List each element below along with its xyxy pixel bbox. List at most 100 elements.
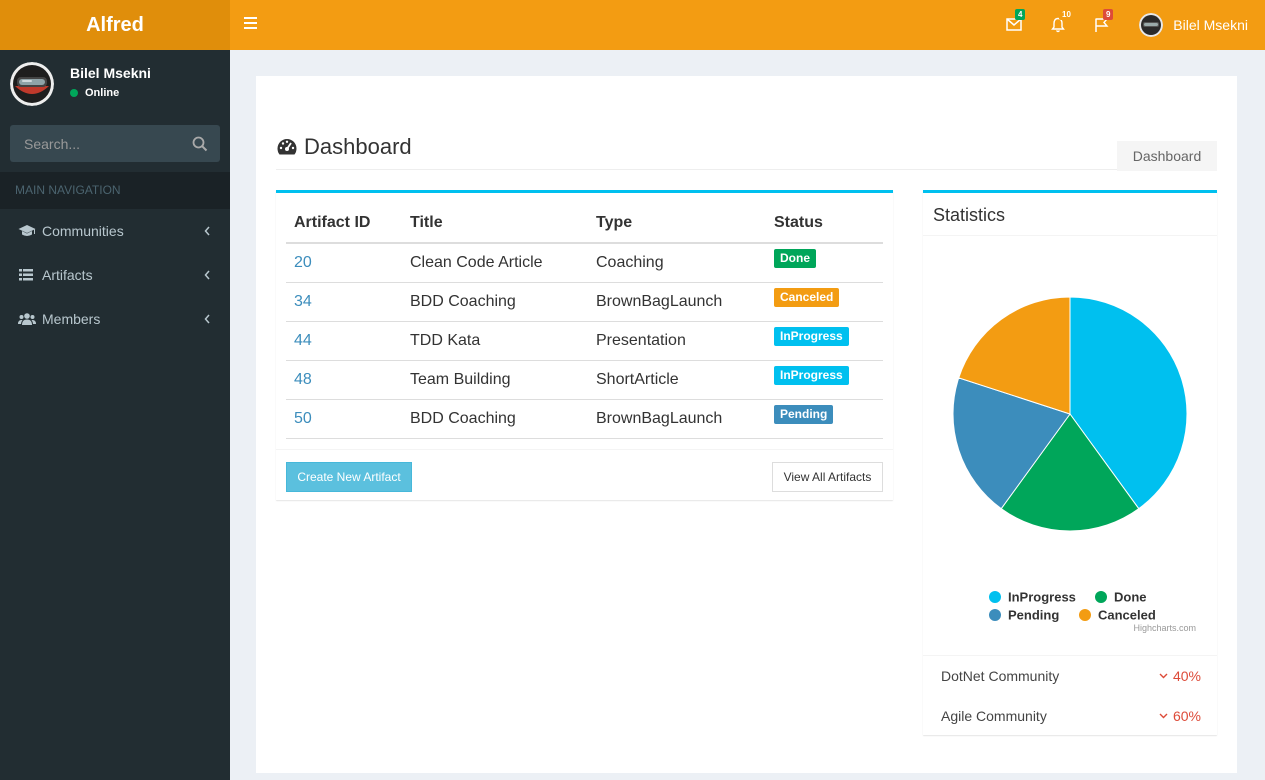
dashboard-icon <box>277 139 297 155</box>
legend-marker <box>1079 609 1091 621</box>
highcharts-credit[interactable]: Highcharts.com <box>1133 623 1196 633</box>
chevron-left-icon <box>204 270 210 280</box>
breadcrumb[interactable]: Dashboard <box>1117 141 1217 171</box>
envelope-icon <box>1006 18 1022 31</box>
artifact-status-cell: InProgress <box>766 360 883 400</box>
sidebar-item-artifacts[interactable]: Artifacts <box>0 253 230 297</box>
artifact-id-link[interactable]: 50 <box>286 399 402 439</box>
pie-slice-pending[interactable] <box>952 377 1071 510</box>
users-icon <box>18 313 36 325</box>
legend-label: InProgress <box>1008 590 1076 605</box>
artifacts-box-footer: Create New Artifact View All Artifacts <box>276 449 893 503</box>
artifact-title: BDD Coaching <box>402 282 588 322</box>
avatar <box>1139 13 1164 37</box>
artifact-type: BrownBagLaunch <box>588 282 766 322</box>
artifact-type: BrownBagLaunch <box>588 399 766 439</box>
status-badge: Done <box>774 249 816 269</box>
page-title-text: Dashboard <box>304 134 412 159</box>
user-panel: Bilel Msekni Online <box>0 50 230 120</box>
search-icon[interactable] <box>192 136 208 152</box>
statistics-title: Statistics <box>933 205 1006 225</box>
sidebar-item-label: Members <box>42 311 101 327</box>
status-badge: Canceled <box>774 288 840 307</box>
create-artifact-button[interactable]: Create New Artifact <box>286 462 412 492</box>
statistics-divider <box>923 655 1217 656</box>
artifact-id-link[interactable]: 20 <box>286 243 402 283</box>
community-percent-value: 40% <box>1172 668 1201 684</box>
legend-label: Done <box>1114 590 1147 605</box>
column-header: Type <box>588 203 766 244</box>
sidebar-item-label: Communities <box>42 223 124 239</box>
artifact-status-cell: Done <box>766 243 883 283</box>
nav-header: MAIN NAVIGATION <box>0 172 230 209</box>
community-stat-row: Agile Community 60% <box>923 696 1217 736</box>
table-row: 48 Team Building ShortArticle InProgress <box>286 360 883 400</box>
legend-marker <box>989 591 1001 603</box>
artifact-status-cell: InProgress <box>766 321 883 361</box>
legend-label: Canceled <box>1098 608 1156 623</box>
app-logo[interactable]: Alfred <box>0 0 230 50</box>
community-name: Agile Community <box>941 708 1047 724</box>
sidebar-search <box>10 125 220 162</box>
pie-slice-done[interactable] <box>1000 413 1140 532</box>
legend-item-canceled[interactable]: Canceled <box>1079 608 1156 623</box>
chevron-down-icon <box>1159 713 1168 719</box>
artifact-id-link[interactable]: 44 <box>286 321 402 361</box>
legend-marker <box>1095 591 1107 603</box>
notifications-dropdown[interactable]: 10 <box>1048 9 1074 36</box>
artifact-title: TDD Kata <box>402 321 588 361</box>
statistics-divider <box>923 235 1217 236</box>
column-header: Artifact ID <box>286 203 402 244</box>
artifact-type: Coaching <box>588 243 766 283</box>
user-status-label: Online <box>85 87 120 99</box>
graduation-cap-icon <box>18 225 36 236</box>
legend-marker <box>989 609 1001 621</box>
artifact-id-link[interactable]: 48 <box>286 360 402 400</box>
table-row: 44 TDD Kata Presentation InProgress <box>286 321 883 361</box>
legend-label: Pending <box>1008 608 1059 623</box>
community-stat-row: DotNet Community 40% <box>923 656 1217 696</box>
tasks-dropdown[interactable]: 9 <box>1092 9 1114 36</box>
legend-item-inprogress[interactable]: InProgress <box>989 590 1076 605</box>
community-name: DotNet Community <box>941 668 1060 684</box>
online-status-icon <box>70 89 78 97</box>
sidebar-toggle-icon[interactable] <box>244 17 257 33</box>
table-header-row: Artifact ID Title Type Status <box>286 203 883 244</box>
community-percent-value: 60% <box>1172 708 1201 724</box>
messages-dropdown[interactable]: 4 <box>1004 9 1026 36</box>
messages-badge: 4 <box>1015 9 1026 20</box>
avatar <box>10 62 54 106</box>
status-badge: InProgress <box>774 327 849 346</box>
chevron-down-icon <box>1159 673 1168 679</box>
artifact-title: BDD Coaching <box>402 399 588 439</box>
community-percent: 60% <box>1159 708 1201 724</box>
pie-slice-inprogress[interactable] <box>1069 296 1188 510</box>
legend-item-done[interactable]: Done <box>1095 590 1147 605</box>
legend-item-pending[interactable]: Pending <box>989 608 1059 623</box>
artifact-title: Team Building <box>402 360 588 400</box>
artifact-type: Presentation <box>588 321 766 361</box>
column-header: Title <box>402 203 588 244</box>
top-navbar: 4 10 9 Bilel Msekni <box>230 0 1265 50</box>
view-all-artifacts-button[interactable]: View All Artifacts <box>772 462 883 492</box>
artifact-status-cell: Pending <box>766 399 883 439</box>
status-badge: InProgress <box>774 366 849 385</box>
artifact-status-cell: Canceled <box>766 282 883 322</box>
status-badge: Pending <box>774 405 834 424</box>
notifications-badge: 10 <box>1059 9 1074 20</box>
artifact-title: Clean Code Article <box>402 243 588 283</box>
page-title: Dashboard <box>276 134 412 160</box>
sidebar-item-label: Artifacts <box>42 267 93 283</box>
artifact-id-link[interactable]: 34 <box>286 282 402 322</box>
column-header: Status <box>766 203 883 244</box>
sidebar-item-communities[interactable]: Communities <box>0 209 230 253</box>
chevron-left-icon <box>204 314 210 324</box>
statistics-box: Statistics InProgress Done Pending Canceled… <box>923 190 1217 735</box>
pie-slice-canceled[interactable] <box>958 296 1071 415</box>
sidebar: Bilel Msekni Online MAIN NAVIGATION Comm… <box>0 50 230 780</box>
sidebar-item-members[interactable]: Members <box>0 297 230 341</box>
search-input[interactable] <box>10 125 185 162</box>
user-menu[interactable]: Bilel Msekni <box>1139 13 1248 37</box>
community-percent: 40% <box>1159 668 1201 684</box>
artifacts-box: Artifact ID Title Type Status 20 Clean C… <box>276 190 893 500</box>
